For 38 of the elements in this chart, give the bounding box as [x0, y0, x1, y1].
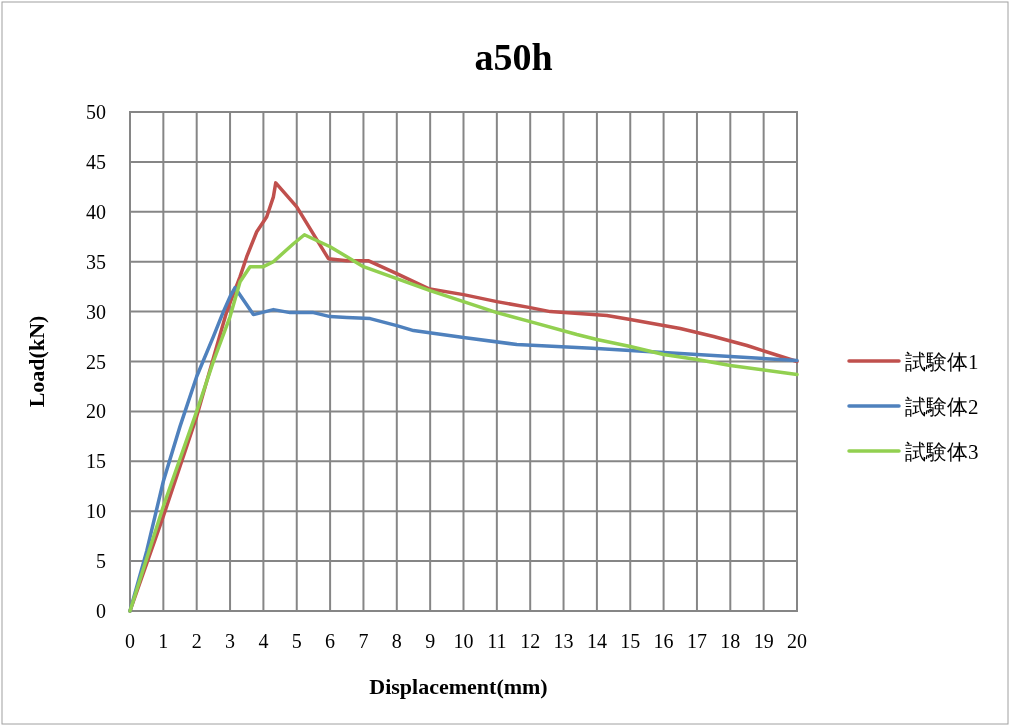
- x-tick-label: 17: [686, 630, 707, 652]
- x-tick-label: 19: [753, 630, 774, 652]
- x-tick-label: 7: [358, 630, 369, 652]
- x-tick-label: 10: [453, 630, 474, 652]
- y-tick-label: 40: [86, 200, 106, 223]
- y-tick-label: 25: [86, 350, 106, 373]
- x-axis-title: Displacement(mm): [369, 674, 548, 699]
- legend-label: 試験体3: [905, 440, 979, 464]
- x-tick-label: 0: [125, 630, 135, 652]
- x-tick-label: 8: [391, 630, 402, 652]
- x-tick-label: 6: [325, 630, 336, 652]
- y-tick-label: 5: [96, 550, 106, 573]
- x-tick-label: 11: [487, 630, 507, 652]
- x-tick-label: 15: [620, 630, 641, 652]
- x-tick-label: 9: [425, 630, 436, 652]
- y-axis-title: Load(kN): [24, 315, 49, 408]
- x-tick-label: 5: [291, 630, 302, 652]
- y-tick-label: 20: [86, 400, 106, 423]
- y-tick-label: 0: [96, 600, 106, 622]
- y-tick-label: 45: [86, 150, 106, 173]
- x-tick-label: 1: [158, 630, 169, 652]
- x-tick-label: 20: [787, 630, 807, 652]
- y-tick-label: 10: [86, 500, 106, 523]
- x-tick-label: 4: [258, 630, 269, 652]
- x-tick-label: 2: [191, 630, 202, 652]
- x-tick-label: 18: [720, 630, 741, 652]
- x-tick-label: 12: [520, 630, 541, 652]
- y-tick-label: 35: [86, 250, 106, 273]
- y-tick-label: 50: [86, 101, 106, 123]
- legend-label: 試験体2: [905, 395, 979, 419]
- x-tick-label: 3: [225, 630, 236, 652]
- x-tick-label: 13: [553, 630, 574, 652]
- y-tick-label: 15: [86, 450, 106, 473]
- legend-label: 試験体1: [905, 350, 979, 374]
- chart-title: a50h: [474, 36, 553, 78]
- x-tick-label: 14: [586, 630, 607, 652]
- y-tick-label: 30: [86, 300, 106, 323]
- x-tick-label: 16: [653, 630, 674, 652]
